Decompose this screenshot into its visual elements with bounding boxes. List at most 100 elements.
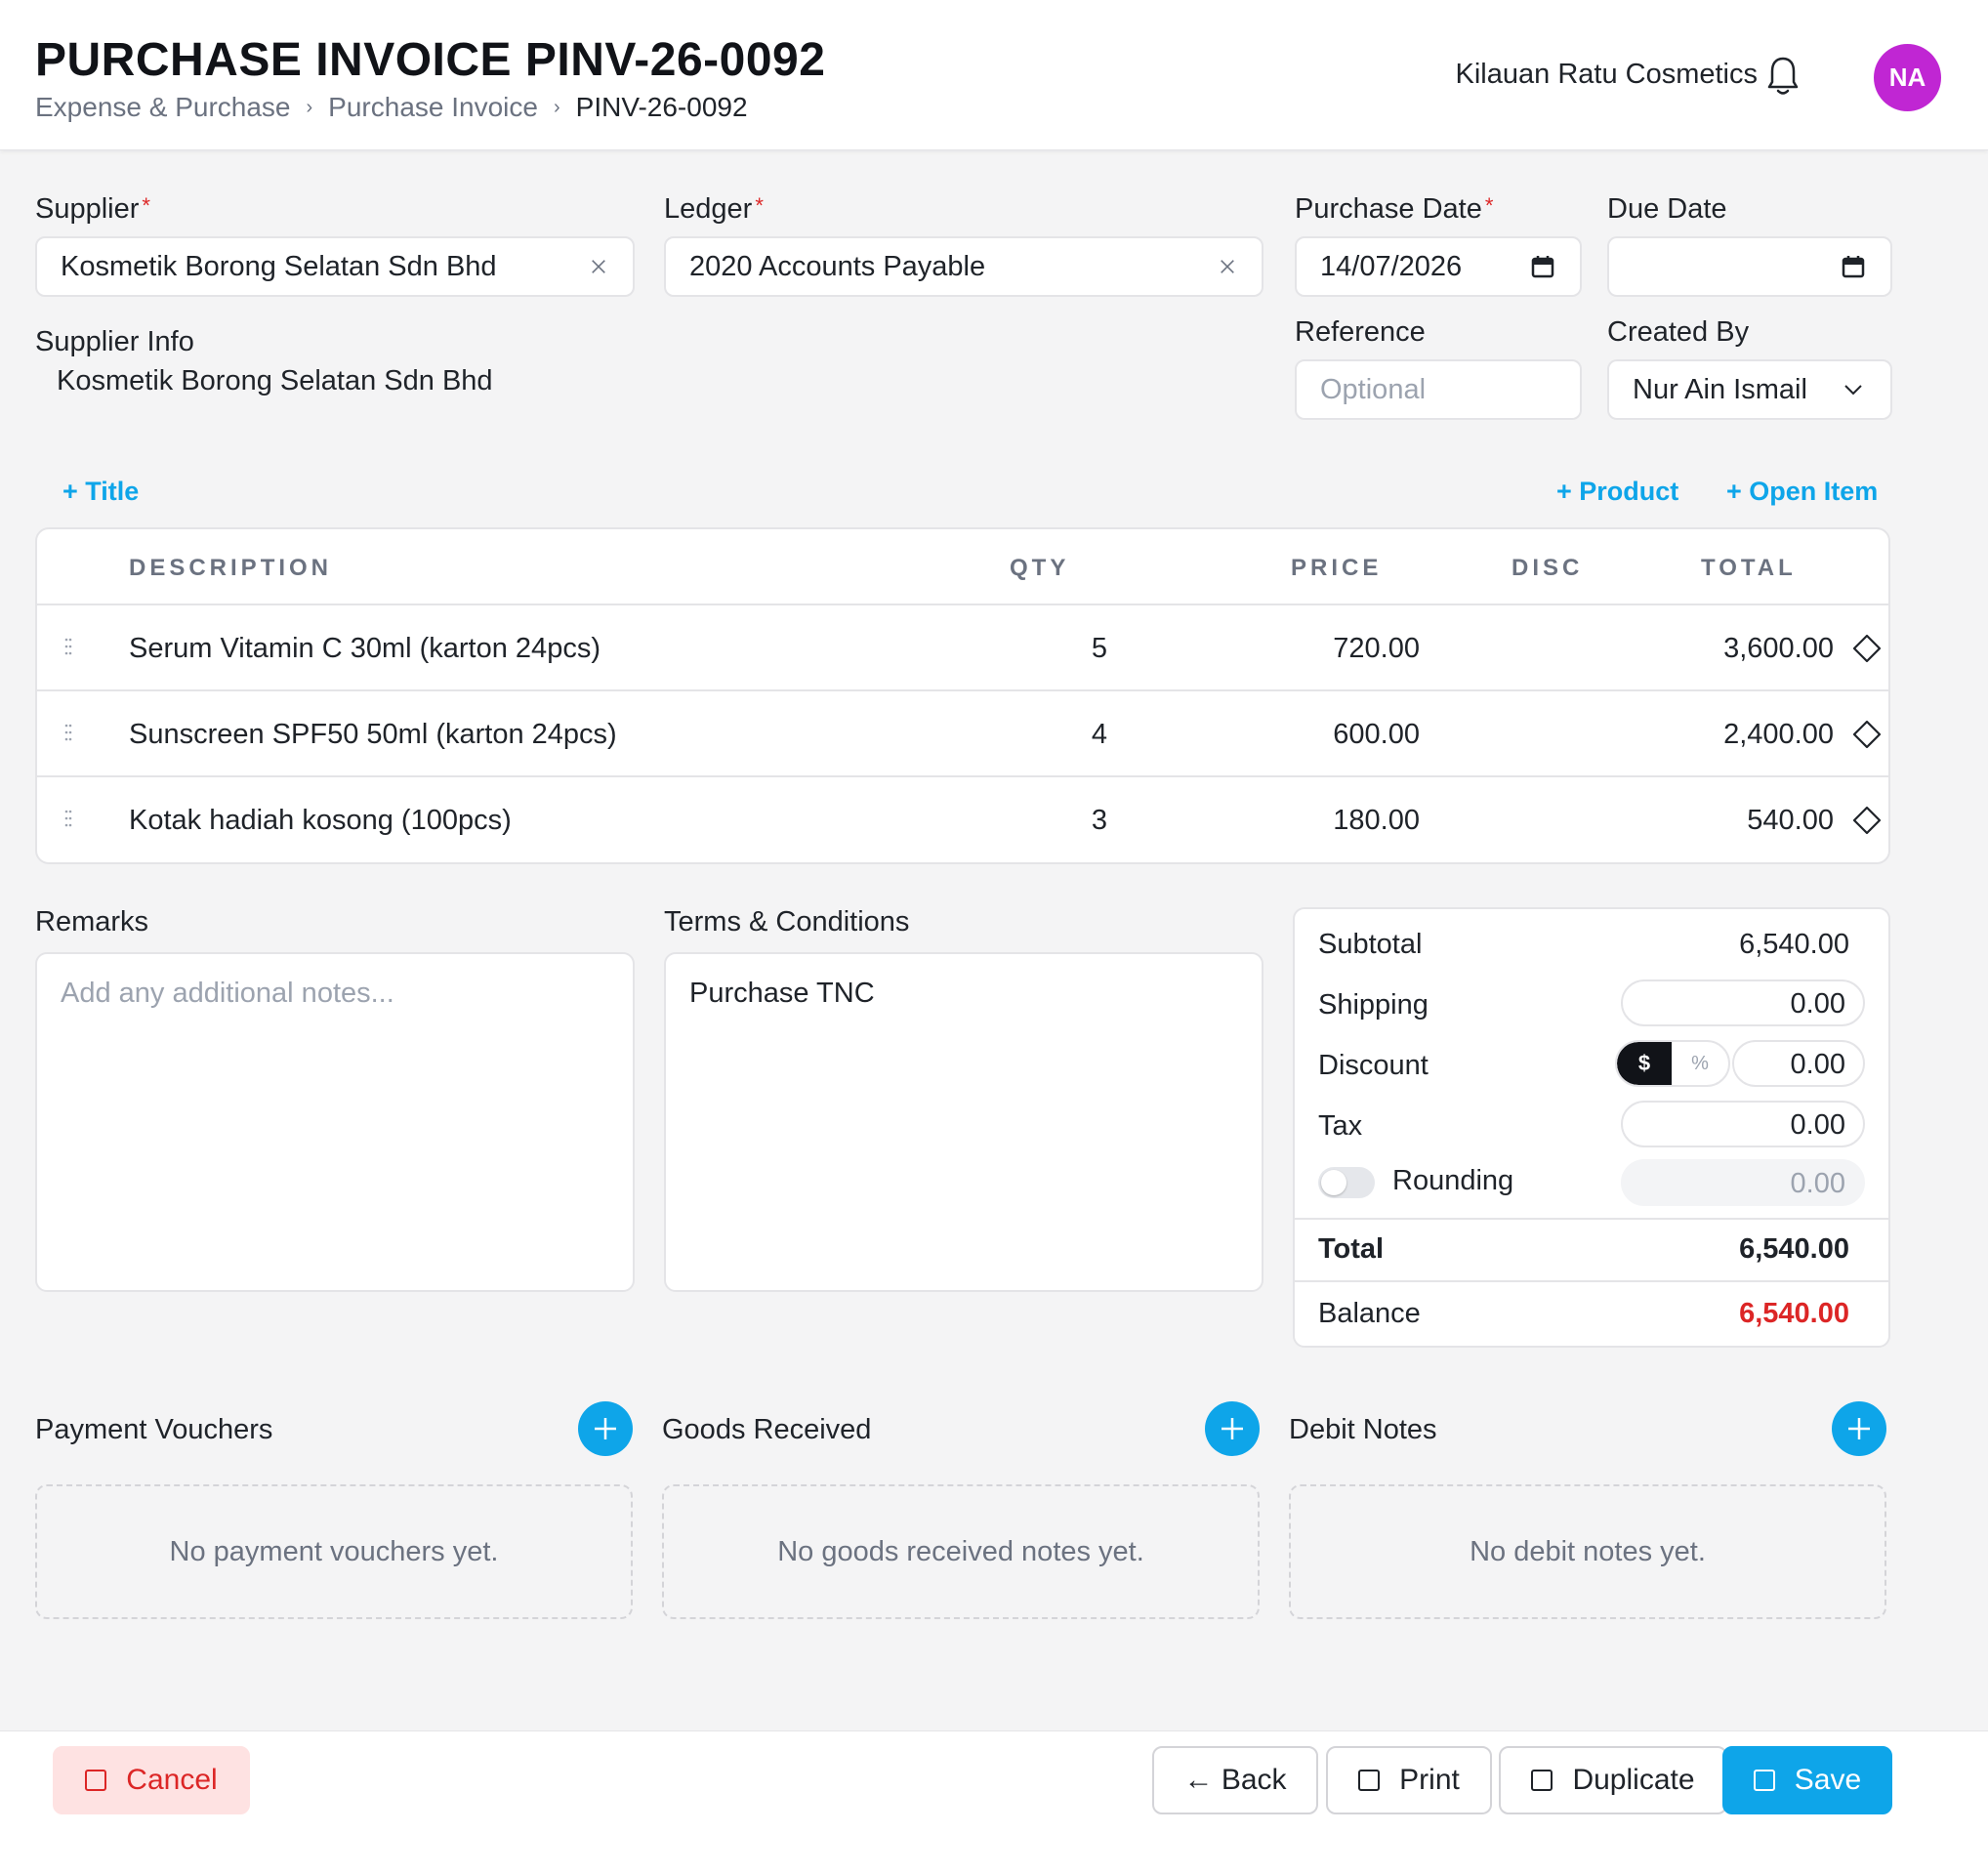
purchase-date-value: 14/07/2026	[1320, 250, 1463, 282]
total-label: Total	[1318, 1233, 1385, 1265]
purchase-date-input[interactable]: 14/07/2026	[1295, 236, 1582, 297]
print-button[interactable]: Print	[1326, 1746, 1492, 1814]
add-goods-received-button[interactable]	[1205, 1401, 1260, 1456]
cell-total: 2,400.00	[1723, 719, 1834, 750]
diamond-icon[interactable]	[1851, 805, 1883, 836]
subtotal-label: Subtotal	[1318, 929, 1423, 960]
shipping-label: Shipping	[1318, 989, 1429, 1021]
calendar-icon[interactable]	[1529, 253, 1556, 280]
discount-label: Discount	[1318, 1050, 1429, 1081]
subtotal-value: 6,540.00	[1739, 929, 1849, 960]
rounding-input: 0.00	[1621, 1159, 1865, 1206]
diamond-icon[interactable]	[1851, 719, 1883, 750]
drag-handle-icon[interactable]	[64, 723, 72, 742]
table-row[interactable]: Kotak hadiah kosong (100pcs) 3 180.00 540.0…	[37, 777, 1888, 862]
bell-icon[interactable]	[1765, 55, 1801, 98]
add-payment-voucher-button[interactable]	[578, 1401, 633, 1456]
add-title-link[interactable]: + Title	[62, 477, 140, 506]
purchase-date-label: Purchase Date *	[1295, 193, 1494, 225]
diamond-icon[interactable]	[1851, 633, 1883, 664]
plus-icon	[1222, 1418, 1243, 1439]
remarks-placeholder: Add any additional notes...	[61, 978, 394, 1009]
square-icon	[1358, 1770, 1381, 1791]
cell-price[interactable]: 600.00	[1333, 719, 1420, 750]
created-by-select[interactable]: Nur Ain Ismail	[1607, 359, 1892, 420]
square-icon	[1753, 1770, 1775, 1791]
reference-placeholder: Optional	[1320, 373, 1427, 405]
avatar[interactable]: NA	[1874, 44, 1941, 111]
discount-mode-amount[interactable]: $	[1617, 1042, 1672, 1085]
add-debit-note-button[interactable]	[1832, 1401, 1886, 1456]
company-name[interactable]: Kilauan Ratu Cosmetics	[1455, 59, 1758, 90]
breadcrumb-item[interactable]: Purchase Invoice	[328, 92, 538, 122]
ledger-value: 2020 Accounts Payable	[689, 250, 986, 282]
clear-icon[interactable]	[588, 256, 609, 277]
due-date-input[interactable]	[1607, 236, 1892, 297]
calendar-icon[interactable]	[1840, 253, 1867, 280]
back-button[interactable]: ← Back	[1152, 1746, 1318, 1814]
back-label: ← Back	[1183, 1764, 1287, 1796]
breadcrumb-chevron-icon: ›	[306, 96, 313, 118]
shipping-input[interactable]: 0.00	[1621, 979, 1865, 1026]
cell-total: 540.00	[1747, 805, 1834, 836]
cell-description[interactable]: Kotak hadiah kosong (100pcs)	[129, 805, 512, 836]
balance-label: Balance	[1318, 1298, 1421, 1329]
plus-icon	[595, 1418, 616, 1439]
table-row[interactable]: Serum Vitamin C 30ml (karton 24pcs) 5 720.…	[37, 605, 1888, 691]
cell-description[interactable]: Serum Vitamin C 30ml (karton 24pcs)	[129, 633, 601, 664]
discount-input[interactable]: 0.00	[1732, 1040, 1865, 1087]
tax-input[interactable]: 0.00	[1621, 1101, 1865, 1147]
created-by-value: Nur Ain Ismail	[1633, 373, 1807, 405]
breadcrumb-chevron-icon: ›	[553, 96, 560, 118]
rounding-toggle[interactable]	[1318, 1167, 1375, 1198]
line-items-table: DESCRIPTION QTY PRICE DISC TOTAL Serum V…	[35, 527, 1890, 864]
summary-divider	[1295, 1280, 1888, 1282]
discount-mode-percent[interactable]: %	[1691, 1052, 1709, 1074]
cell-qty[interactable]: 3	[1091, 805, 1107, 836]
column-header-disc: DISC	[1512, 555, 1584, 581]
reference-label: Reference	[1295, 316, 1426, 348]
due-date-label: Due Date	[1607, 193, 1727, 225]
square-icon	[85, 1770, 107, 1791]
remarks-textarea[interactable]: Add any additional notes...	[35, 952, 635, 1292]
add-product-link[interactable]: + Product	[1556, 477, 1679, 506]
save-button[interactable]: Save	[1722, 1746, 1892, 1814]
summary-divider	[1295, 1218, 1888, 1220]
cell-total: 3,600.00	[1723, 633, 1834, 664]
breadcrumb-item[interactable]: Expense & Purchase	[35, 92, 291, 122]
payment-vouchers-empty: No payment vouchers yet.	[35, 1484, 633, 1619]
cell-qty[interactable]: 4	[1091, 719, 1107, 750]
cell-qty[interactable]: 5	[1091, 633, 1107, 664]
duplicate-button[interactable]: Duplicate	[1499, 1746, 1727, 1814]
square-icon	[1531, 1770, 1553, 1791]
debit-notes-title: Debit Notes	[1289, 1414, 1437, 1445]
ledger-select[interactable]: 2020 Accounts Payable	[664, 236, 1263, 297]
print-label: Print	[1399, 1764, 1460, 1796]
reference-input[interactable]: Optional	[1295, 359, 1582, 420]
tax-label: Tax	[1318, 1110, 1363, 1142]
discount-mode-toggle: $ %	[1615, 1040, 1730, 1087]
goods-received-empty: No goods received notes yet.	[662, 1484, 1260, 1619]
drag-handle-icon[interactable]	[64, 637, 72, 656]
table-header: DESCRIPTION QTY PRICE DISC TOTAL	[37, 529, 1888, 605]
terms-label: Terms & Conditions	[664, 906, 910, 938]
total-value: 6,540.00	[1739, 1233, 1849, 1265]
add-open-item-link[interactable]: + Open Item	[1726, 477, 1879, 506]
created-by-label: Created By	[1607, 316, 1750, 348]
cell-price[interactable]: 180.00	[1333, 805, 1420, 836]
supplier-select[interactable]: Kosmetik Borong Selatan Sdn Bhd	[35, 236, 635, 297]
cancel-button[interactable]: Cancel	[53, 1746, 250, 1814]
cell-price[interactable]: 720.00	[1333, 633, 1420, 664]
toggle-knob	[1321, 1170, 1346, 1195]
supplier-label: Supplier *	[35, 193, 150, 225]
terms-value: Purchase TNC	[689, 978, 875, 1009]
clear-icon[interactable]	[1217, 256, 1238, 277]
table-row[interactable]: Sunscreen SPF50 50ml (karton 24pcs) 4 600.…	[37, 691, 1888, 777]
terms-textarea[interactable]: Purchase TNC	[664, 952, 1263, 1292]
remarks-label: Remarks	[35, 906, 149, 938]
drag-handle-icon[interactable]	[64, 809, 72, 828]
chevron-down-icon	[1844, 385, 1862, 396]
cell-description[interactable]: Sunscreen SPF50 50ml (karton 24pcs)	[129, 719, 617, 750]
duplicate-label: Duplicate	[1572, 1764, 1695, 1796]
rounding-label: Rounding	[1392, 1165, 1514, 1196]
